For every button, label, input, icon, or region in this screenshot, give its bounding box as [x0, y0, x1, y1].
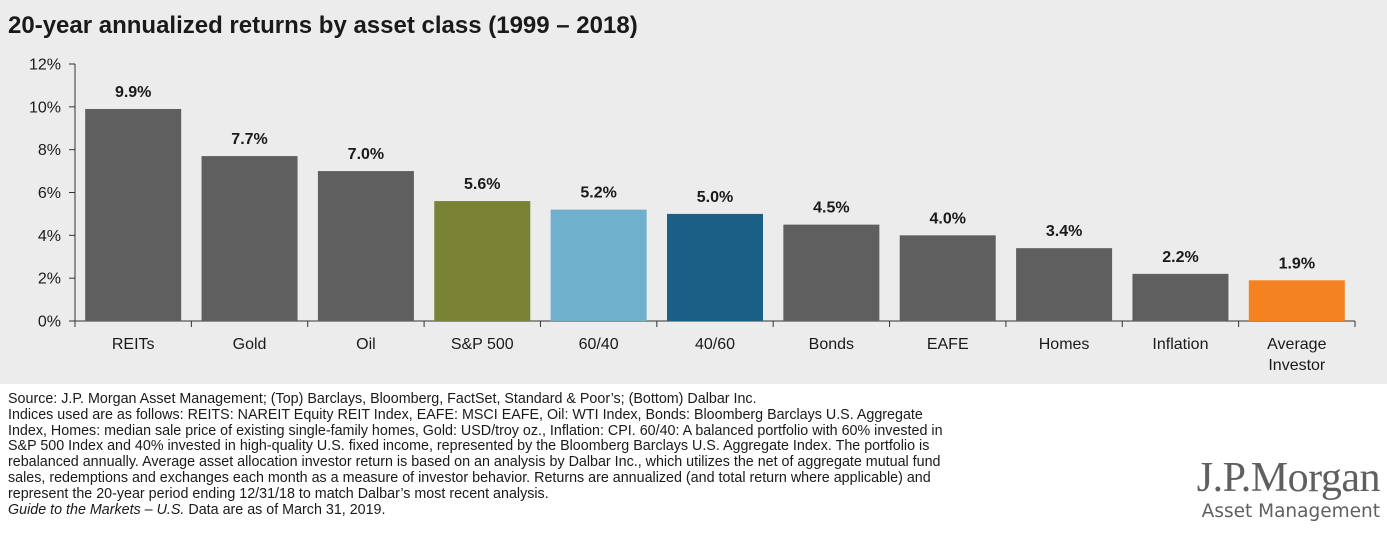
bar	[317, 171, 414, 321]
y-tick-label: 6%	[38, 185, 61, 202]
y-tick-label: 10%	[29, 99, 61, 116]
x-tick-label: Homes	[1039, 336, 1090, 353]
data-label: 5.0%	[697, 189, 733, 206]
x-tick-label: EAFE	[927, 336, 969, 353]
bar	[550, 209, 647, 321]
bar	[434, 201, 531, 321]
bar	[1132, 273, 1229, 321]
bar	[783, 224, 880, 321]
x-tick-label: Investor	[1268, 357, 1326, 374]
chart-title: 20-year annualized returns by asset clas…	[8, 12, 638, 39]
data-label: 5.6%	[464, 176, 500, 193]
data-label: 7.0%	[348, 146, 384, 163]
bar	[1016, 248, 1113, 321]
x-tick-label: Gold	[233, 336, 267, 353]
x-tick-label: Bonds	[809, 336, 854, 353]
data-label: 9.9%	[115, 84, 151, 101]
bar-chart: 0% 2% 4% 6% 8% 10% 12% REITs Gold Oil S&P 500 60/40…	[29, 57, 1356, 374]
note-line: rebalanced annually. Average asset alloc…	[8, 454, 941, 471]
bar	[201, 156, 298, 321]
data-label: 4.0%	[929, 210, 965, 227]
guide-date: Data are as of March 31, 2019.	[184, 501, 386, 518]
note-line: Index, Homes: median sale price of exist…	[8, 422, 943, 439]
data-label: 4.5%	[813, 200, 849, 217]
guide-line: Guide to the Markets – U.S. Data are as …	[8, 501, 1128, 519]
x-tick-label: REITs	[112, 336, 155, 353]
y-tick-label: 12%	[29, 57, 61, 74]
y-tick-label: 0%	[38, 314, 61, 331]
y-tick-label: 4%	[38, 228, 61, 245]
data-label: 5.2%	[580, 185, 616, 202]
bar	[1248, 280, 1345, 321]
data-label: 7.7%	[231, 131, 267, 148]
data-label: 2.2%	[1162, 249, 1198, 266]
data-label: 1.9%	[1279, 255, 1315, 272]
x-tick-label: S&P 500	[451, 336, 514, 353]
x-tick-label: Inflation	[1152, 336, 1208, 353]
x-tick-label: 40/60	[695, 336, 735, 353]
logo-subtitle: Asset Management	[1201, 501, 1380, 522]
bar	[85, 108, 182, 321]
x-tick-label: 60/40	[579, 336, 619, 353]
note-line: sales, redemptions and exchanges each mo…	[8, 469, 931, 486]
y-tick-label: 2%	[38, 271, 61, 288]
x-tick-label: Oil	[356, 336, 376, 353]
note-line: S&P 500 Index and 40% invested in high-q…	[8, 438, 930, 455]
bar	[667, 213, 763, 321]
note-line: represent the 20-year period ending 12/3…	[8, 485, 549, 502]
bar-layer: 9.9% 7.7% 7.0% 5.6% 5.2% 5.0% 4.5% 4.0% 3.4% 2.2%…	[85, 84, 1345, 321]
source-notes: Source: J.P. Morgan Asset Management; (T…	[8, 391, 1128, 519]
bar	[899, 235, 996, 321]
jpmorgan-logo: J.P.Morgan Asset Management	[1158, 455, 1381, 524]
note-line: Indices used are as follows: REITS: NARE…	[8, 406, 923, 423]
guide-title: Guide to the Markets – U.S.	[8, 501, 185, 518]
logo-wordmark: J.P.Morgan	[1196, 455, 1381, 501]
chart-panel: 20-year annualized returns by asset clas…	[0, 0, 1387, 384]
data-label: 3.4%	[1046, 223, 1082, 240]
x-tick-label: Average	[1267, 336, 1326, 353]
y-tick-label: 8%	[38, 142, 61, 159]
note-line: Source: J.P. Morgan Asset Management; (T…	[8, 391, 757, 407]
